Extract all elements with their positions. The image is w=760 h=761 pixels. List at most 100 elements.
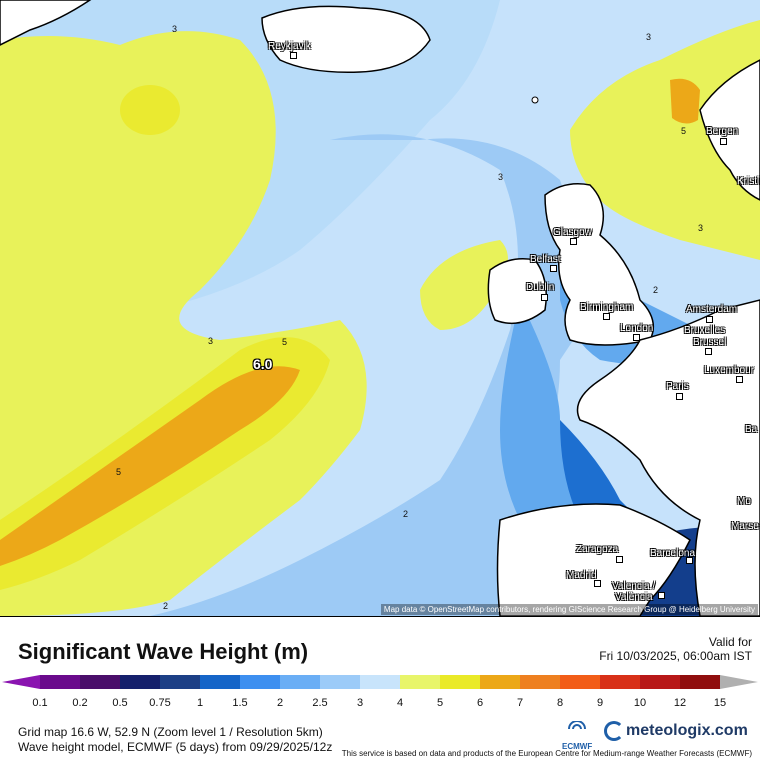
contour-label: 3 (498, 172, 503, 182)
city-label-mo: Mo (737, 496, 751, 507)
wave-4m-patch-nw (120, 85, 180, 135)
city-label-marse: Marse (731, 521, 759, 532)
city-label-ba: Ba (745, 424, 757, 435)
scale-low-arrow (2, 675, 40, 689)
city-label-valencia: Valencia / (612, 581, 655, 592)
city-marker (676, 393, 683, 400)
contour-label: 5 (116, 467, 121, 477)
scale-tick-label: 7 (517, 697, 523, 709)
scale-segment (120, 675, 161, 689)
wave-height-field (0, 0, 760, 616)
scale-tick-label: 0.2 (72, 697, 87, 709)
scale-tick-label: 10 (634, 697, 646, 709)
scale-tick-label: 9 (597, 697, 603, 709)
city-marker (706, 316, 713, 323)
contour-label: 2 (653, 285, 658, 295)
scale-tick-label: 12 (674, 697, 686, 709)
scale-segment (360, 675, 401, 689)
city-marker (686, 557, 693, 564)
city-marker (594, 580, 601, 587)
scale-segment (280, 675, 321, 689)
city-marker (603, 313, 610, 320)
scale-tick-label: 2 (277, 697, 283, 709)
scale-segment (200, 675, 241, 689)
scale-segment (240, 675, 281, 689)
scale-tick-label: 0.5 (112, 697, 127, 709)
city-label-london: London (620, 323, 653, 334)
scale-tick-label: 0.1 (32, 697, 47, 709)
brand-logo[interactable]: meteologix.com (604, 721, 748, 741)
city-label-belfast: Belfast (530, 254, 561, 265)
city-marker (658, 592, 665, 599)
valid-label: Valid for (599, 635, 752, 649)
city-label-reykjavik: Reykjavik (268, 41, 311, 52)
city-label-luxembour: Luxembour (704, 365, 754, 376)
city-marker (705, 348, 712, 355)
iceland-landmass (262, 6, 430, 72)
faroe-islands (532, 97, 538, 103)
ecmwf-swirl-icon (567, 721, 587, 737)
scale-segment (80, 675, 121, 689)
brand-c-icon (604, 721, 624, 741)
scale-segment (520, 675, 561, 689)
color-scale-bar (0, 669, 760, 699)
valid-time: Fri 10/03/2025, 06:00am IST (599, 649, 752, 663)
grid-info: Grid map 16.6 W, 52.9 N (Zoom level 1 / … (18, 725, 323, 739)
scale-segment (480, 675, 521, 689)
city-marker (736, 376, 743, 383)
city-marker (550, 265, 557, 272)
scale-tick-label: 1.5 (232, 697, 247, 709)
contour-label: 2 (403, 509, 408, 519)
city-marker (290, 52, 297, 59)
city-label-bruxelles: Bruxelles (684, 325, 725, 336)
city-label-amsterdam: Amsterdam (686, 304, 737, 315)
scale-segment (640, 675, 681, 689)
scale-tick-label: 15 (714, 697, 726, 709)
contour-label: 2 (163, 601, 168, 611)
map-attribution[interactable]: Map data © OpenStreetMap contributors, r… (381, 604, 758, 615)
city-label-birmingham: Birmingham (580, 302, 633, 313)
contour-label: 5 (681, 126, 686, 136)
city-label-madrid: Madrid (566, 570, 597, 581)
city-label-bergen: Bergen (706, 126, 738, 137)
scale-high-arrow (720, 675, 758, 689)
city-label-zaragoza: Zaragoza (576, 544, 618, 555)
scale-tick-label: 1 (197, 697, 203, 709)
city-marker (633, 334, 640, 341)
city-label-valencia-alt: València (615, 592, 653, 603)
legend-panel: Significant Wave Height (m) Valid for Fr… (0, 616, 760, 761)
city-marker (720, 138, 727, 145)
city-marker (616, 556, 623, 563)
city-label-glasgow: Glasgow (553, 227, 592, 238)
model-info: Wave height model, ECMWF (5 days) from 0… (18, 740, 332, 754)
scale-tick-label: 5 (437, 697, 443, 709)
wave-5m-patch-north-sea (670, 79, 700, 124)
wave-height-map[interactable]: 6.0 3 3 3 3 3 5 5 5 2 2 2 Reykjavik Berg… (0, 0, 760, 616)
scale-tick-label: 3 (357, 697, 363, 709)
ecmwf-logo[interactable]: ECMWF (562, 721, 592, 751)
scale-tick-label: 4 (397, 697, 403, 709)
scale-segment (160, 675, 201, 689)
contour-label: 3 (698, 223, 703, 233)
contour-label: 3 (208, 336, 213, 346)
scale-tick-label: 0.75 (149, 697, 170, 709)
disclaimer: This service is based on data and produc… (342, 749, 752, 758)
peak-value-label: 6.0 (253, 356, 272, 372)
scale-segment (320, 675, 361, 689)
scale-segment (400, 675, 441, 689)
scale-tick-label: 6 (477, 697, 483, 709)
city-marker (570, 238, 577, 245)
city-label-brussel: Brussel (693, 337, 726, 348)
city-label-dublin: Dublin (526, 282, 554, 293)
valid-time-block: Valid for Fri 10/03/2025, 06:00am IST (599, 635, 752, 663)
scale-segment (560, 675, 601, 689)
scale-segment (440, 675, 481, 689)
brand-name: meteologix.com (626, 722, 748, 739)
scale-tick-label: 8 (557, 697, 563, 709)
contour-label: 5 (282, 337, 287, 347)
scale-segment (680, 675, 721, 689)
contour-label: 3 (646, 32, 651, 42)
legend-title: Significant Wave Height (m) (18, 639, 308, 665)
city-label-kristi: Kristi (737, 176, 759, 187)
scale-segment (600, 675, 641, 689)
